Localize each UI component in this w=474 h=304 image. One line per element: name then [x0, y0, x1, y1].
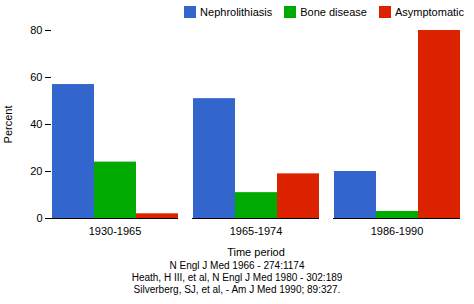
html-text:N Engl J Med 1966 - 274:1174: N Engl J Med 1966 - 274:1174 [169, 260, 305, 271]
svg-text:Percent: Percent [2, 106, 14, 144]
html-text:Bone disease: Bone disease [300, 5, 367, 18]
svg-text:1930-1965: 1930-1965 [89, 225, 142, 237]
svg-text:60: 60 [30, 71, 42, 83]
svg-text:1965-1974: 1965-1974 [230, 225, 283, 237]
html-text:Nephrolithiasis: Nephrolithiasis [200, 5, 273, 18]
svg-text:Time period: Time period [227, 246, 285, 258]
html-text:Heath, H III, et al, N Engl J: Heath, H III, et al, N Engl J Med 1980 -… [131, 272, 343, 283]
html-text:Silverberg, SJ, et al, - Am J: Silverberg, SJ, et al, - Am J Med 1990; … [133, 284, 341, 295]
svg-text:80: 80 [30, 24, 42, 36]
html-text:Asymptomatic: Asymptomatic [394, 5, 464, 18]
svg-text:20: 20 [30, 165, 42, 177]
svg-text:40: 40 [30, 118, 42, 130]
svg-text:1986-1990: 1986-1990 [371, 225, 424, 237]
svg-text:0: 0 [36, 212, 42, 224]
